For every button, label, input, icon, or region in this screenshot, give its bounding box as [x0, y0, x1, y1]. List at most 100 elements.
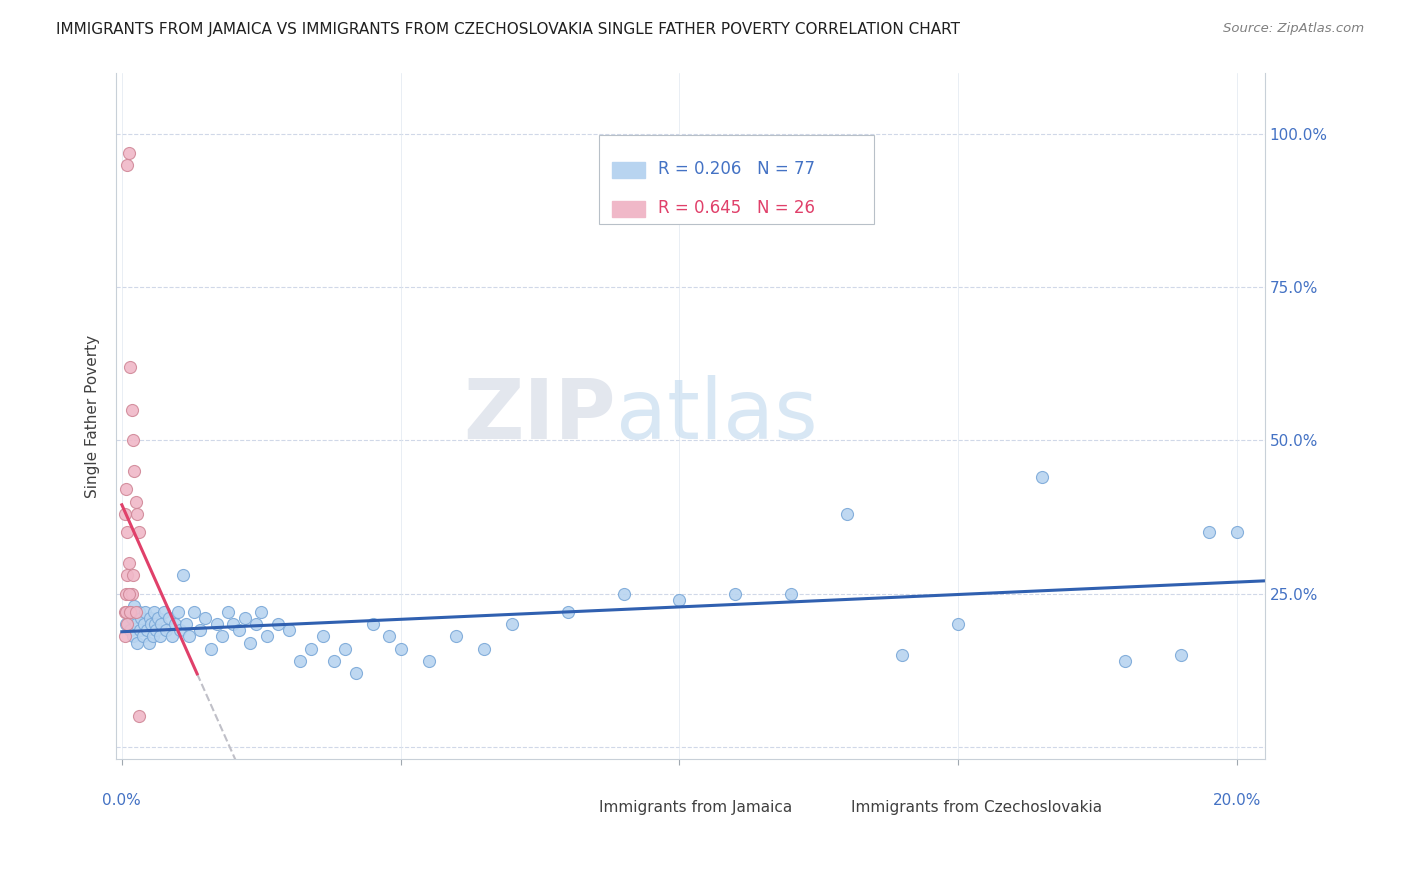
Point [117, 158, 139, 172]
Point [128, 605, 150, 619]
Point [117, 525, 139, 540]
Point [239, 635, 262, 649]
Text: Immigrants from Jamaica: Immigrants from Jamaica [599, 799, 792, 814]
Point [668, 592, 690, 607]
Point [211, 630, 233, 644]
Point [125, 617, 148, 632]
Point [122, 630, 145, 644]
Point [557, 605, 579, 619]
Point [121, 402, 143, 417]
Bar [613, 161, 644, 178]
Point [1198, 525, 1220, 540]
Point [1170, 648, 1192, 662]
Point [115, 617, 138, 632]
Point [322, 654, 344, 668]
Point [256, 630, 278, 644]
Text: Source: ZipAtlas.com: Source: ZipAtlas.com [1223, 22, 1364, 36]
Point [115, 586, 138, 600]
Point [378, 630, 401, 644]
Point [117, 145, 139, 160]
Point [114, 630, 136, 644]
Text: 20.0%: 20.0% [1213, 793, 1261, 807]
Point [194, 611, 217, 625]
Point [149, 617, 172, 632]
Point [278, 624, 301, 638]
Point [134, 617, 156, 632]
Point [205, 617, 228, 632]
Point [290, 654, 312, 668]
Text: R = 0.645   N = 26: R = 0.645 N = 26 [658, 199, 815, 217]
Point [724, 586, 747, 600]
Point [143, 617, 166, 632]
Point [891, 648, 914, 662]
Text: Immigrants from Czechoslovakia: Immigrants from Czechoslovakia [852, 799, 1102, 814]
Point [138, 635, 160, 649]
Point [446, 630, 468, 644]
Bar [613, 201, 644, 218]
Point [145, 624, 167, 638]
Point [120, 605, 142, 619]
Point [174, 617, 197, 632]
Point [128, 525, 150, 540]
Point [163, 617, 186, 632]
Text: IMMIGRANTS FROM JAMAICA VS IMMIGRANTS FROM CZECHOSLOVAKIA SINGLE FATHER POVERTY : IMMIGRANTS FROM JAMAICA VS IMMIGRANTS FR… [56, 22, 960, 37]
Point [143, 605, 166, 619]
Point [141, 630, 163, 644]
Point [245, 617, 267, 632]
Point [152, 605, 174, 619]
Point [122, 434, 145, 448]
Point [250, 605, 273, 619]
Point [267, 617, 290, 632]
Point [132, 630, 155, 644]
Text: atlas: atlas [616, 376, 818, 457]
Point [120, 359, 142, 374]
Point [172, 568, 194, 582]
Point [128, 624, 150, 638]
Point [139, 617, 162, 632]
Point [361, 617, 384, 632]
Point [183, 605, 205, 619]
Y-axis label: Single Father Poverty: Single Father Poverty [86, 334, 100, 498]
Point [155, 624, 177, 638]
Point [780, 586, 803, 600]
Text: R = 0.206   N = 77: R = 0.206 N = 77 [658, 160, 815, 178]
Point [835, 507, 858, 521]
Point [233, 611, 256, 625]
Point [146, 611, 169, 625]
Point [160, 630, 183, 644]
Text: ZIP: ZIP [464, 376, 616, 457]
Point [1226, 525, 1249, 540]
Point [120, 624, 142, 638]
Point [222, 617, 245, 632]
Point [117, 556, 139, 570]
Point [122, 464, 145, 478]
Point [311, 630, 333, 644]
Point [418, 654, 440, 668]
Point [188, 624, 211, 638]
Point [114, 605, 136, 619]
Point [128, 709, 150, 723]
Point [114, 507, 136, 521]
Point [1031, 470, 1053, 484]
Point [127, 635, 149, 649]
Text: 0.0%: 0.0% [103, 793, 141, 807]
Point [117, 568, 139, 582]
Point [134, 605, 156, 619]
Point [117, 617, 139, 632]
Point [200, 641, 222, 656]
Point [131, 611, 153, 625]
Point [127, 507, 149, 521]
Point [149, 630, 172, 644]
Point [115, 483, 138, 497]
Point [299, 641, 322, 656]
Point [166, 605, 188, 619]
Point [117, 586, 139, 600]
Point [344, 666, 367, 681]
Point [115, 605, 138, 619]
Point [125, 605, 148, 619]
Point [472, 641, 495, 656]
Point [121, 611, 143, 625]
Point [501, 617, 523, 632]
Point [169, 624, 191, 638]
Point [138, 611, 160, 625]
